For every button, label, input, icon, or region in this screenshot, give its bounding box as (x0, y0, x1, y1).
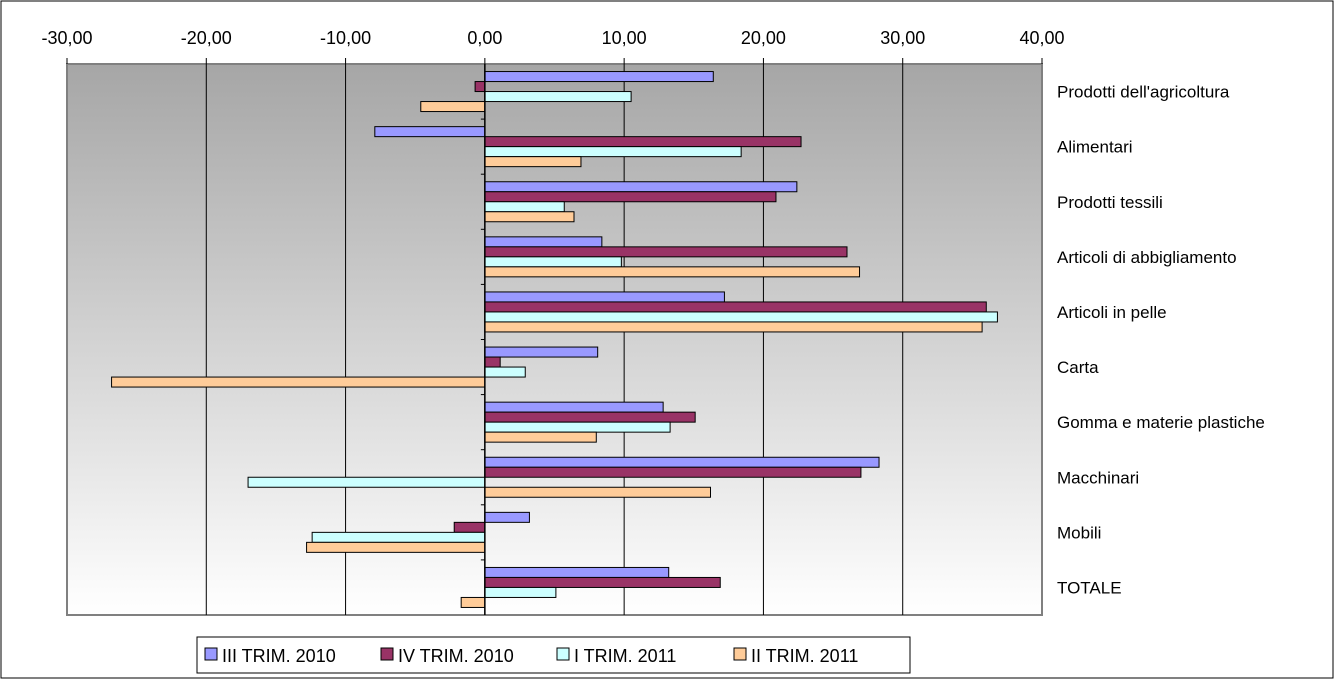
x-tick-label: -20,00 (181, 28, 232, 48)
legend-label: IV TRIM. 2010 (398, 646, 514, 666)
category-label: TOTALE (1057, 578, 1122, 597)
bar (484, 311, 998, 323)
bar (484, 301, 987, 313)
bar (484, 356, 501, 368)
x-tick-label: -30,00 (41, 28, 92, 48)
category-label: Macchinari (1057, 468, 1139, 487)
x-tick-label: 20,00 (741, 28, 786, 48)
bar (484, 256, 622, 268)
bars (111, 71, 998, 608)
x-tick-label: 0,00 (467, 28, 502, 48)
bar (484, 511, 530, 523)
bar (484, 181, 798, 193)
bar (484, 211, 575, 223)
legend-swatch (380, 647, 394, 661)
bar (484, 431, 597, 443)
category-label: Articoli di abbigliamento (1057, 248, 1237, 267)
category-ticks (480, 64, 486, 615)
x-axis-ticks (66, 58, 1043, 64)
category-label: Prodotti tessili (1057, 193, 1163, 212)
bar (460, 596, 486, 608)
bar (484, 576, 721, 588)
legend-box (196, 636, 911, 674)
bar (484, 401, 664, 413)
bar (306, 541, 486, 553)
bar (484, 246, 848, 258)
category-label: Gomma e materie plastiche (1057, 413, 1265, 432)
bar (484, 586, 557, 598)
x-axis-tick-labels: -30,00 -20,00 -10,00 0,00 10,00 20,00 30,00 40,… (41, 28, 1064, 48)
category-labels: Prodotti dell'agricoltura Alimentari Prodo… (1057, 83, 1265, 598)
category-label: Alimentari (1057, 138, 1133, 157)
bar (484, 366, 526, 378)
bar (484, 421, 671, 433)
legend-label: II TRIM. 2011 (751, 646, 858, 666)
bar (484, 236, 603, 248)
bar (484, 321, 983, 333)
legend-label: III TRIM. 2010 (222, 646, 336, 666)
bar (484, 266, 861, 278)
category-label: Carta (1057, 358, 1099, 377)
bar (374, 126, 486, 138)
bar (484, 346, 599, 358)
bar (484, 486, 711, 498)
bar (484, 456, 880, 468)
bar (247, 476, 486, 488)
x-tick-label: 40,00 (1019, 28, 1064, 48)
legend-swatch (204, 647, 218, 661)
bar (474, 81, 486, 93)
bar (484, 466, 862, 478)
legend: III TRIM. 2010 IV TRIM. 2010 I TRIM. 2011 I… (196, 636, 911, 674)
bar (311, 531, 486, 543)
x-tick-label: 30,00 (880, 28, 925, 48)
legend-swatch (556, 647, 570, 661)
legend-label: I TRIM. 2011 (574, 646, 676, 666)
legend-swatch (733, 647, 747, 661)
category-label: Articoli in pelle (1057, 303, 1167, 322)
bar (484, 291, 725, 303)
bar (484, 191, 777, 203)
bar (484, 411, 696, 423)
bar (420, 101, 486, 113)
bar (484, 156, 582, 168)
bar (484, 136, 802, 148)
bar (484, 146, 742, 158)
bar (484, 201, 565, 213)
bar (453, 521, 486, 533)
bar (484, 566, 670, 578)
bar (111, 376, 486, 388)
x-tick-label: 10,00 (602, 28, 647, 48)
category-label: Mobili (1057, 523, 1101, 542)
x-tick-label: -10,00 (320, 28, 371, 48)
bar (484, 71, 714, 83)
bar (484, 91, 632, 103)
category-label: Prodotti dell'agricoltura (1057, 83, 1230, 102)
